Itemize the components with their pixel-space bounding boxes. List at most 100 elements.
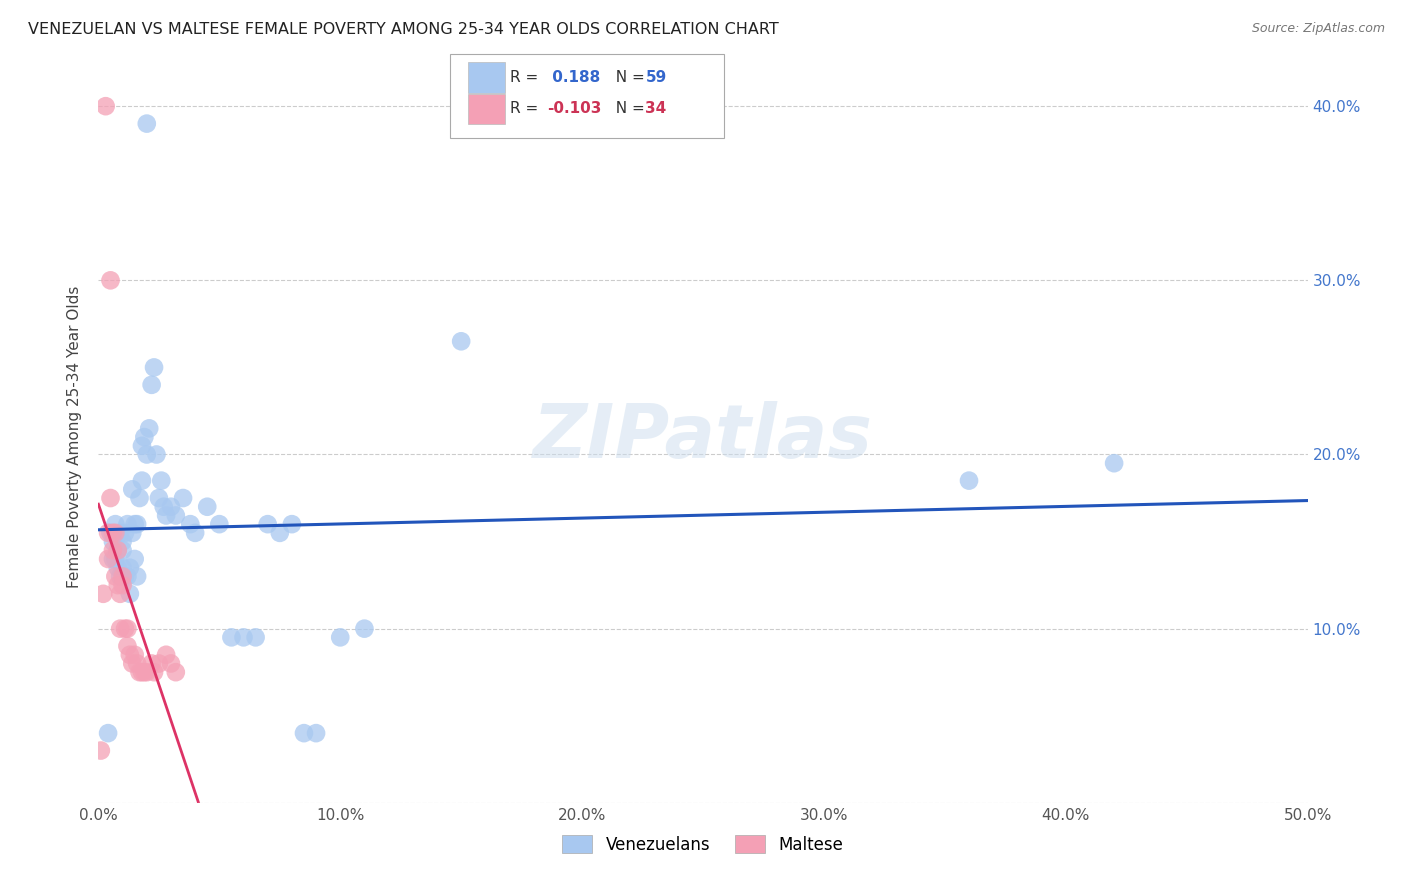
- Point: [134, 665, 156, 680]
- Point: [150, 474, 173, 488]
- Text: 34: 34: [645, 102, 666, 116]
- Point: [292, 726, 315, 740]
- Point: [107, 560, 129, 574]
- Point: [97, 552, 120, 566]
- Point: [104, 569, 127, 583]
- Point: [127, 569, 149, 583]
- Point: [143, 360, 166, 375]
- Point: [121, 483, 143, 497]
- Text: VENEZUELAN VS MALTESE FEMALE POVERTY AMONG 25-34 YEAR OLDS CORRELATION CHART: VENEZUELAN VS MALTESE FEMALE POVERTY AMO…: [28, 22, 779, 37]
- Point: [101, 534, 124, 549]
- Point: [353, 622, 375, 636]
- Text: ZIPatlas: ZIPatlas: [533, 401, 873, 474]
- Point: [114, 622, 136, 636]
- Point: [152, 500, 174, 514]
- Point: [114, 525, 136, 540]
- Point: [141, 657, 163, 671]
- Point: [108, 622, 131, 636]
- Point: [134, 430, 156, 444]
- Point: [100, 525, 122, 540]
- Point: [117, 517, 139, 532]
- Point: [172, 491, 194, 505]
- Point: [111, 569, 134, 583]
- Point: [124, 552, 146, 566]
- Point: [135, 448, 157, 462]
- Point: [101, 525, 124, 540]
- Point: [131, 665, 153, 680]
- Y-axis label: Female Poverty Among 25-34 Year Olds: Female Poverty Among 25-34 Year Olds: [67, 286, 83, 588]
- Text: R =: R =: [510, 102, 544, 116]
- Point: [208, 517, 231, 532]
- Point: [121, 525, 143, 540]
- Point: [124, 648, 146, 662]
- Point: [118, 560, 141, 574]
- Point: [107, 543, 129, 558]
- Point: [124, 517, 146, 532]
- Point: [179, 517, 201, 532]
- Point: [97, 726, 120, 740]
- Point: [111, 543, 134, 558]
- Point: [117, 622, 139, 636]
- Point: [118, 648, 141, 662]
- Point: [114, 569, 136, 583]
- Point: [245, 631, 267, 645]
- Point: [97, 525, 120, 540]
- Point: [138, 421, 160, 435]
- Point: [184, 525, 207, 540]
- Text: 0.188: 0.188: [547, 70, 600, 85]
- Point: [329, 631, 352, 645]
- Point: [160, 657, 183, 671]
- Point: [90, 743, 112, 757]
- Point: [269, 525, 291, 540]
- Text: -0.103: -0.103: [547, 102, 602, 116]
- Point: [1102, 456, 1125, 470]
- Point: [94, 99, 117, 113]
- Point: [104, 517, 127, 532]
- Point: [232, 631, 254, 645]
- Point: [127, 657, 149, 671]
- Point: [107, 543, 129, 558]
- Point: [141, 377, 163, 392]
- Point: [117, 569, 139, 583]
- Point: [131, 474, 153, 488]
- Point: [160, 500, 183, 514]
- Point: [135, 665, 157, 680]
- Point: [165, 665, 187, 680]
- Text: N =: N =: [606, 70, 650, 85]
- Point: [128, 665, 150, 680]
- Point: [148, 491, 170, 505]
- Point: [91, 587, 114, 601]
- Point: [108, 587, 131, 601]
- Point: [165, 508, 187, 523]
- Text: R =: R =: [510, 70, 544, 85]
- Point: [118, 587, 141, 601]
- Text: N =: N =: [606, 102, 650, 116]
- Point: [957, 474, 980, 488]
- Point: [108, 525, 131, 540]
- Point: [256, 517, 278, 532]
- Point: [100, 491, 122, 505]
- Point: [128, 491, 150, 505]
- Point: [145, 448, 167, 462]
- Text: Source: ZipAtlas.com: Source: ZipAtlas.com: [1251, 22, 1385, 36]
- Point: [107, 578, 129, 592]
- Point: [127, 517, 149, 532]
- Point: [111, 534, 134, 549]
- Point: [135, 117, 157, 131]
- Point: [221, 631, 243, 645]
- Point: [101, 552, 124, 566]
- Point: [101, 543, 124, 558]
- Point: [100, 273, 122, 287]
- Point: [121, 657, 143, 671]
- Point: [155, 648, 177, 662]
- Point: [195, 500, 218, 514]
- Point: [117, 639, 139, 653]
- Point: [155, 508, 177, 523]
- Point: [111, 560, 134, 574]
- Point: [450, 334, 472, 349]
- Point: [111, 578, 134, 592]
- Point: [305, 726, 328, 740]
- Point: [143, 665, 166, 680]
- Point: [104, 525, 127, 540]
- Text: 59: 59: [645, 70, 666, 85]
